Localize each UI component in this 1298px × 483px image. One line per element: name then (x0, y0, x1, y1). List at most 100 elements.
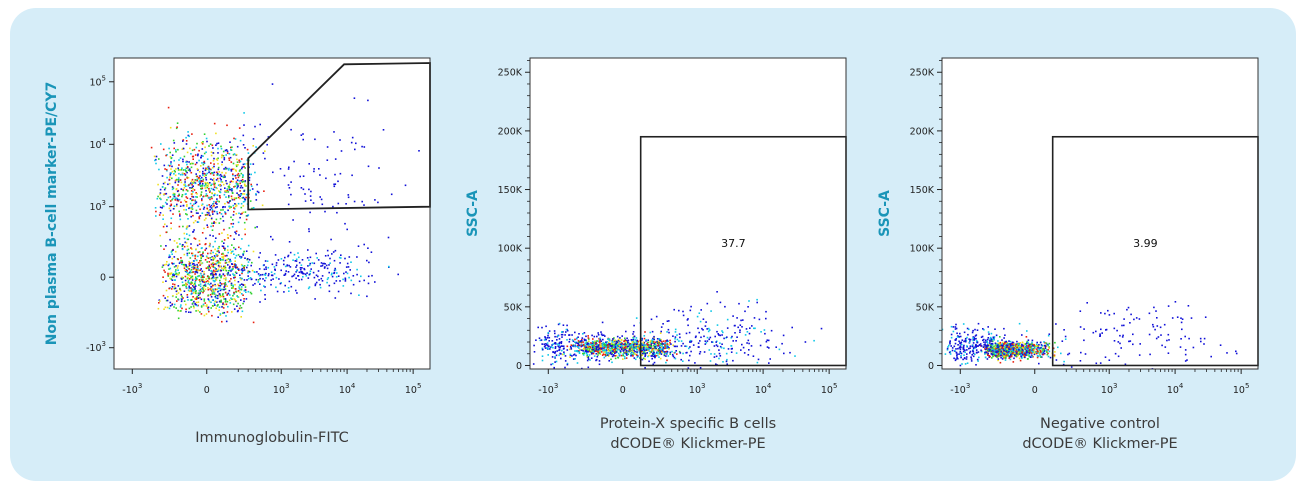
plot-1-dot (234, 260, 236, 262)
plot-1-dot (195, 304, 197, 306)
plot-1-dot (201, 143, 204, 145)
plot-1-dot (353, 200, 356, 203)
plot-1-dot (224, 211, 226, 213)
plot-1-dot (228, 205, 230, 208)
plot-3-dot (1184, 335, 1186, 338)
plot-2-dot (592, 342, 595, 344)
plot-1-dot (215, 179, 218, 181)
plot-2-dot (619, 341, 622, 344)
plot-2-dot (590, 342, 592, 344)
plot-2-dot (558, 338, 561, 340)
plot-1-dot (336, 272, 338, 274)
plot-1-dot (222, 256, 225, 258)
plot-1-dot (192, 221, 195, 224)
plot-2-dot (603, 345, 606, 348)
plot-3-dot (969, 352, 971, 354)
plot-3-dot (1003, 349, 1005, 352)
plot-2-dot (564, 355, 567, 357)
plot-3-dot (1003, 352, 1005, 354)
plot-2-dot (627, 341, 629, 344)
plot-1-dot (198, 149, 200, 152)
plot-1-dot (185, 265, 188, 267)
plot-1-dot (169, 209, 172, 212)
plot-1-dot (202, 180, 204, 182)
plot-3-dot (955, 323, 957, 326)
plot-3-dot (1006, 350, 1009, 352)
plot-1-dot (219, 195, 221, 197)
plot-1-dot (302, 133, 304, 135)
plot-3-dot (996, 356, 998, 358)
plot-1-dot (344, 278, 347, 281)
plot-2-dot (573, 353, 576, 356)
plot-3-dot (962, 348, 965, 350)
plot-1-dot (223, 288, 225, 291)
plot-1-dot (350, 141, 353, 144)
plot-1-dot (192, 182, 194, 184)
plot-3-dot (993, 346, 996, 349)
plot-1-dot (259, 301, 261, 303)
plot-2-dot (652, 355, 655, 358)
plot-1-dot (227, 264, 229, 266)
plot-3-dot (986, 345, 988, 348)
plot-3-dot (1132, 333, 1134, 336)
plot-1-dot (216, 177, 219, 180)
plot-1-dot (237, 196, 240, 199)
plot-1-dot (186, 283, 188, 286)
plot-2-dot (689, 339, 692, 342)
plot-3-dot (1049, 356, 1052, 359)
plot-3-dot (1025, 353, 1028, 355)
plot-2-dot (755, 373, 757, 375)
plot-1-dot (204, 302, 207, 304)
plot-1-dot (236, 192, 238, 194)
plot-2-dot (660, 326, 663, 328)
plot-1-dot (178, 164, 180, 166)
plot-2-dot (554, 357, 556, 359)
plot-1-dot (251, 207, 253, 210)
plot-1-dot (216, 206, 218, 208)
plot-2-dot (579, 344, 582, 346)
plot-1-dot (292, 259, 294, 261)
plot-1-dot (178, 193, 180, 196)
plot-3-dot (989, 338, 991, 340)
plot-1-dot (198, 284, 200, 286)
plot-1-dot (202, 291, 204, 294)
plot-2-dot (646, 352, 648, 354)
plot-2-dot (550, 345, 553, 348)
plot-1-dot (218, 293, 221, 295)
plot-3-dot (1108, 314, 1111, 316)
plot-3-dot (980, 345, 983, 347)
plot-1-dot (356, 256, 358, 258)
plot-3-dot (1129, 340, 1132, 342)
plot-1-dot (208, 310, 210, 313)
plot-1-dot (218, 287, 221, 289)
plot-1-dot (204, 259, 207, 261)
plot-1-dot (213, 255, 216, 257)
plot-2-dot (580, 344, 583, 347)
plot-2-dot (620, 343, 622, 345)
plot-1-dot (263, 268, 266, 271)
plot-2-dot (563, 353, 565, 355)
plot-1-dot (162, 205, 165, 208)
plot-1-dot (190, 166, 193, 169)
plot-1-dot (179, 157, 182, 159)
plot-1-dot (228, 261, 230, 263)
plot-1-dot (218, 171, 221, 173)
plot-3-dot (1001, 347, 1004, 349)
plot-2-dot (658, 349, 661, 351)
plot-2-dot (586, 342, 589, 345)
plot-1-dot (196, 265, 199, 267)
plot-2-dot (666, 343, 669, 345)
plot-3-dot (1010, 348, 1012, 350)
plot-3-dot (993, 339, 995, 341)
plot-2-dot (629, 346, 631, 349)
plot-1-dot (203, 133, 206, 135)
plot-1-dot (215, 158, 218, 160)
plot-2-dot (682, 314, 685, 317)
plot-1-dot (260, 289, 262, 292)
plot-1-dot (214, 284, 217, 287)
plot-1-dot (162, 264, 165, 267)
plot-1-dot (199, 215, 202, 217)
plot-2-dot (553, 366, 555, 369)
plot-1-dot (210, 259, 213, 261)
plot-1-dot (294, 260, 297, 262)
